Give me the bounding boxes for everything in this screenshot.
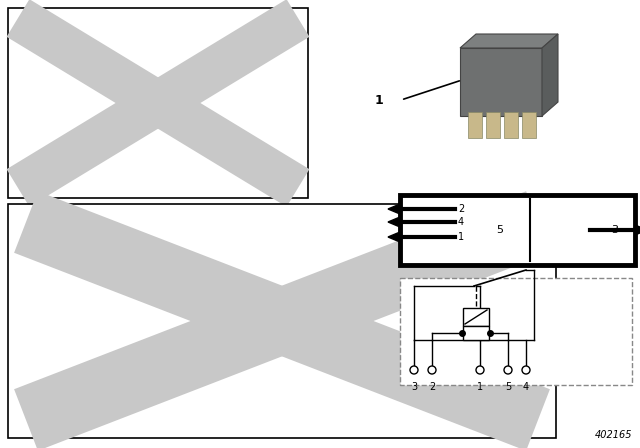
Text: 5: 5 <box>505 382 511 392</box>
Text: 4: 4 <box>523 382 529 392</box>
Text: 1: 1 <box>458 232 464 242</box>
Circle shape <box>428 366 436 374</box>
Bar <box>8 204 556 438</box>
Polygon shape <box>460 34 558 48</box>
Polygon shape <box>14 191 550 448</box>
Circle shape <box>410 366 418 374</box>
Circle shape <box>522 366 530 374</box>
Text: 3: 3 <box>411 382 417 392</box>
Polygon shape <box>542 34 558 116</box>
Bar <box>463 326 489 340</box>
Text: 1: 1 <box>477 382 483 392</box>
Circle shape <box>476 366 484 374</box>
Text: 4: 4 <box>458 217 464 227</box>
Text: 402165: 402165 <box>595 430 632 440</box>
Text: 2: 2 <box>429 382 435 392</box>
Polygon shape <box>388 232 400 242</box>
Polygon shape <box>388 217 400 227</box>
Bar <box>522 112 536 138</box>
Bar <box>460 48 542 116</box>
Polygon shape <box>635 225 640 235</box>
Bar <box>400 278 632 385</box>
Text: 2: 2 <box>458 204 464 214</box>
Polygon shape <box>6 0 309 207</box>
Polygon shape <box>6 0 309 207</box>
Text: 1: 1 <box>374 94 383 107</box>
Bar <box>463 308 489 326</box>
Polygon shape <box>14 191 550 448</box>
Bar <box>486 112 500 138</box>
Bar <box>8 8 308 198</box>
Circle shape <box>504 366 512 374</box>
Bar <box>504 112 518 138</box>
Bar <box>468 112 482 138</box>
Text: 5: 5 <box>497 225 504 235</box>
Polygon shape <box>388 204 400 214</box>
Bar <box>400 195 635 265</box>
Text: 3: 3 <box>611 225 618 235</box>
